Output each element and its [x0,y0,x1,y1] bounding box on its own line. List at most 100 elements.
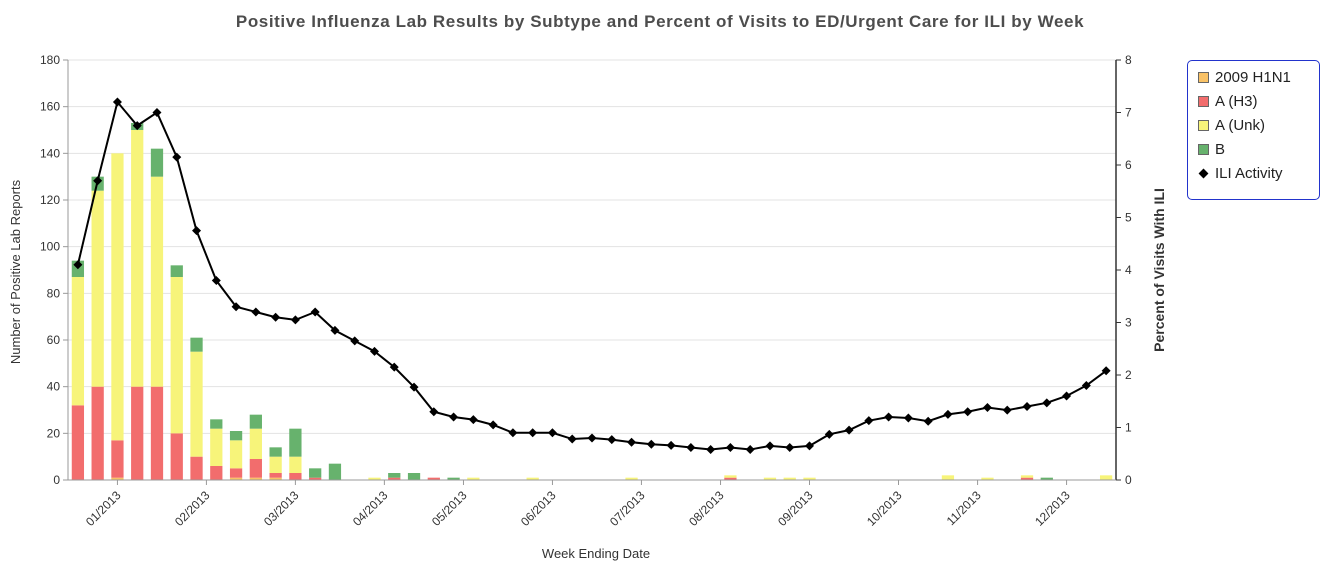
ili-point [686,442,696,452]
bar-h3 [229,468,243,478]
x-tick-label: 06/2013 [518,488,559,529]
bar-h3 [249,459,262,478]
ili-point [369,346,379,356]
y2-tick-label: 3 [1125,316,1132,330]
bar-unk [131,130,144,387]
x-tick-label: 05/2013 [429,488,470,529]
bar-b [1040,477,1053,480]
bar-b [328,463,342,480]
bar-b [170,265,183,277]
bar-unk [170,277,183,434]
bar-h3 [150,386,164,480]
x-tick-label: 08/2013 [686,488,727,529]
legend-item-b[interactable]: B [1198,141,1225,158]
ili-point [567,434,577,444]
bar-unk [190,351,203,457]
ili-point [132,121,142,131]
ili-point [884,412,894,422]
x-tick-label: 02/2013 [172,488,213,529]
ili-point [824,429,834,439]
bar-unk [229,440,243,469]
x-tick-label: 04/2013 [350,488,391,529]
ili-point [745,445,755,455]
x-tick-label: 01/2013 [83,488,124,529]
y2-tick-label: 5 [1125,211,1132,225]
ili-point [429,407,439,417]
ili-point [943,409,953,419]
legend-item-unk[interactable]: A (Unk) [1198,117,1265,134]
bar-h3 [131,386,144,480]
bar-h3 [724,477,737,480]
bar-unk [783,477,796,480]
ili-point [923,416,933,426]
ili-point [211,276,221,285]
bar-h3 [309,477,322,480]
bar-h3 [289,473,302,480]
ili-point [785,442,795,452]
bar-h3 [1020,477,1034,480]
x-tick-label: 10/2013 [864,488,905,529]
ili-point [765,441,775,451]
legend-label-b: B [1215,141,1226,158]
bar-h3 [269,473,282,478]
ili-point [310,307,320,317]
legend-label-h1n1: 2009 H1N1 [1215,69,1291,86]
bar-unk [981,477,994,480]
bar-h3 [71,405,85,480]
right-axis-ticks: 0 1 2 3 4 5 6 7 8 [1116,53,1132,487]
legend-label-unk: A (Unk) [1215,117,1266,134]
ili-point [330,325,340,335]
axes [67,60,1117,481]
bar-h1n1 [269,477,282,480]
y2-tick-label: 1 [1125,421,1132,435]
ili-point [1022,402,1032,411]
bar-h1n1 [229,477,243,480]
y2-tick-label: 2 [1125,368,1132,382]
y-tick-label: 80 [47,286,61,300]
ili-point [73,260,83,270]
ili-point [706,445,716,455]
legend-label-ili: ILI Activity [1215,165,1283,182]
bar-unk [210,428,223,466]
bar-unk [1020,475,1034,478]
ili-point [1062,391,1072,401]
y-axis-label: Number of Positive Lab Reports [8,179,23,364]
bar-b [289,428,302,457]
ili-point [547,428,557,438]
bar-b [210,419,223,429]
x-tick-label: 12/2013 [1032,488,1073,529]
y-tick-label: 40 [47,380,61,394]
bar-unk [269,456,282,473]
bar-h3 [388,477,401,480]
ili-point [231,302,241,312]
left-axis-ticks: 0 20 40 60 80 100 120 140 160 180 [40,53,68,487]
bar-unk [803,477,816,480]
bar-b [309,468,322,478]
bar-h1n1 [111,477,124,480]
bar-unk [289,456,302,473]
bar-b [249,414,262,429]
ili-point [1042,398,1052,408]
legend-item-h1n1[interactable]: 2009 H1N1 [1198,69,1291,86]
bar-b [150,148,164,177]
stacked-bars [71,123,1113,480]
ili-point [152,108,162,117]
x-tick-label: 09/2013 [775,488,816,529]
bar-unk [368,477,381,480]
legend-label-h3: A (H3) [1215,93,1258,110]
ili-point [488,420,498,430]
ili-point [93,176,103,186]
y-tick-label: 180 [40,53,60,67]
legend-item-h3[interactable]: A (H3) [1198,93,1258,110]
legend-swatch-b [1198,144,1209,155]
legend-item-ili[interactable]: ILI Activity [1198,165,1283,182]
ili-point [112,97,122,107]
x-tick-label: 07/2013 [607,488,648,529]
bar-unk [1099,475,1113,480]
ili-point [982,403,992,413]
y2-axis-label: Percent of Visits With ILI [1151,188,1167,352]
bar-h3 [170,433,183,480]
ili-point [251,307,261,317]
y-tick-label: 140 [40,146,60,160]
y2-tick-label: 6 [1125,158,1132,172]
